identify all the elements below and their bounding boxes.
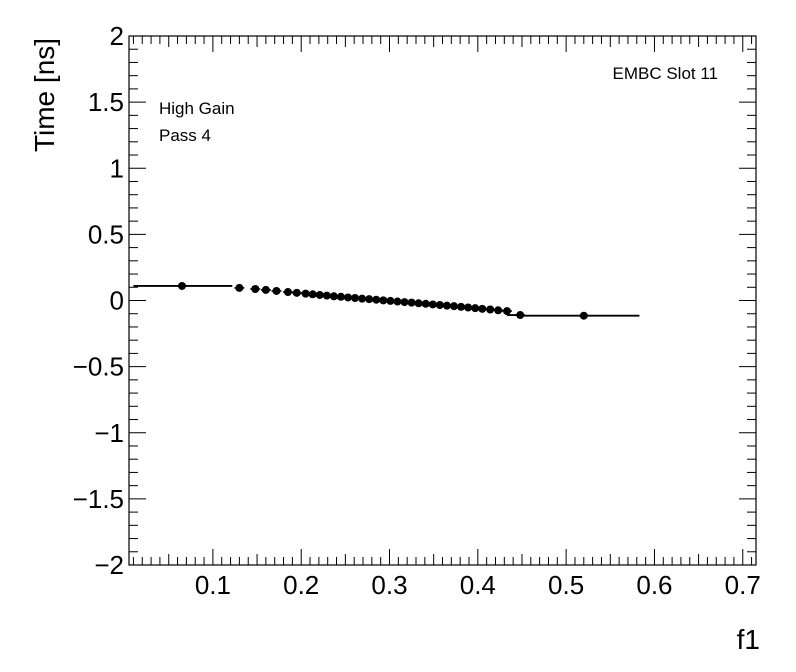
data-point	[502, 307, 511, 316]
pass-annotation: Pass 4	[159, 126, 211, 145]
data-point	[177, 281, 186, 290]
data-point	[579, 311, 588, 320]
data-point	[365, 295, 374, 304]
x-tick-label: 0.2	[283, 570, 319, 600]
data-point	[386, 296, 395, 305]
data-point	[283, 288, 292, 297]
data-point	[358, 294, 367, 303]
x-tick-labels: 0.1 0.2 0.3 0.4 0.5 0.6 0.7	[195, 570, 761, 600]
data-point	[435, 300, 444, 309]
data-point	[494, 306, 503, 315]
data-point	[308, 290, 317, 299]
data-point	[400, 298, 409, 307]
data-point	[372, 295, 381, 304]
y-tick-label: −2	[94, 550, 124, 580]
data-point	[261, 285, 270, 294]
data-point	[421, 299, 430, 308]
slot-annotation: EMBC Slot 11	[612, 64, 718, 83]
data-point	[486, 305, 495, 314]
x-axis-label: f1	[737, 624, 760, 655]
x-tick-label: 0.1	[195, 570, 231, 600]
data-point	[457, 302, 466, 311]
data-point	[478, 304, 487, 313]
y-tick-labels: −2 −1.5 −1 −0.5 0 0.5 1 1.5 2	[73, 21, 124, 580]
y-tick-label: 2	[110, 21, 124, 51]
data-point	[272, 286, 281, 295]
y-tick-label: 1.5	[88, 87, 124, 117]
x-tick-label: 0.7	[725, 570, 761, 600]
y-tick-label: 0.5	[88, 219, 124, 249]
data-point	[464, 303, 473, 312]
y-tick-label: −1.5	[73, 484, 124, 514]
x-tick-label: 0.5	[548, 570, 584, 600]
x-tick-label: 0.6	[636, 570, 672, 600]
data-point	[292, 288, 301, 297]
data-point	[322, 291, 331, 300]
data-point	[414, 299, 423, 308]
data-point	[315, 290, 324, 299]
data-point	[351, 293, 360, 302]
y-tick-label: 1	[110, 153, 124, 183]
y-tick-label: −1	[94, 418, 124, 448]
y-tick-label: 0	[110, 286, 124, 316]
x-tick-label: 0.3	[371, 570, 407, 600]
data-point	[251, 284, 260, 293]
data-points	[177, 281, 588, 320]
data-point	[344, 293, 353, 302]
data-point	[301, 289, 310, 298]
data-point	[407, 298, 416, 307]
data-point	[379, 296, 388, 305]
data-point	[449, 302, 458, 311]
data-point	[235, 283, 244, 292]
gain-annotation: High Gain	[159, 99, 235, 118]
data-point	[471, 304, 480, 313]
y-tick-label: −0.5	[73, 352, 124, 382]
y-axis-label: Time [ns]	[29, 38, 60, 152]
data-point	[336, 292, 345, 301]
data-point	[516, 311, 525, 320]
x-tick-label: 0.4	[460, 570, 496, 600]
data-point	[329, 292, 338, 301]
axis-ticks	[129, 35, 756, 566]
data-point	[442, 301, 451, 310]
data-point	[393, 297, 402, 306]
data-point	[428, 300, 437, 309]
